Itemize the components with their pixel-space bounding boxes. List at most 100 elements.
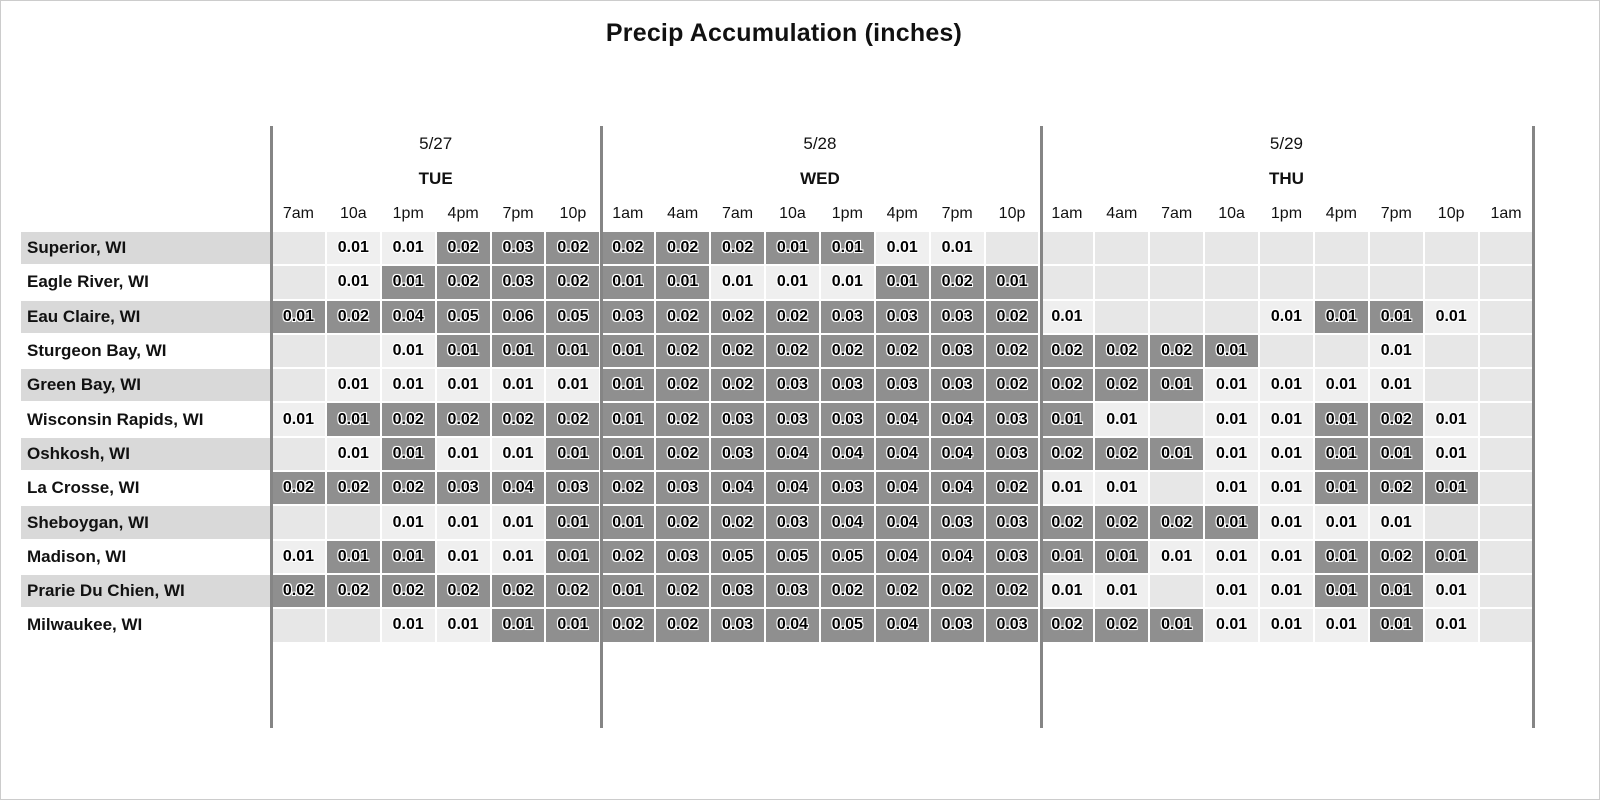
precip-cell: 0.04 xyxy=(765,608,820,643)
precip-cell: 0.01 xyxy=(1313,402,1369,437)
precip-cell: 0.02 xyxy=(655,608,711,643)
precip-cell: 0.01 xyxy=(1423,436,1479,472)
row-label: Milwaukee, WI xyxy=(21,608,271,643)
precip-cell: 0.01 xyxy=(435,539,491,574)
precip-cell: 0.03 xyxy=(929,505,985,540)
time-label: 4pm xyxy=(886,204,918,222)
precip-cell: 0.01 xyxy=(1204,573,1260,609)
separator-line xyxy=(1532,126,1535,728)
precip-cell: 0.01 xyxy=(1259,471,1314,506)
day-group-name: TUE xyxy=(418,169,453,188)
precip-cell: 0.04 xyxy=(765,436,820,472)
precip-cell: 0.03 xyxy=(710,436,766,472)
precip-cell: 0.04 xyxy=(929,539,985,574)
precip-cell xyxy=(1313,265,1369,300)
precip-cell: 0.02 xyxy=(271,573,326,609)
precip-cell: 0.01 xyxy=(1149,608,1205,643)
precip-cell xyxy=(1094,265,1150,300)
time-label: 7pm xyxy=(1380,204,1412,222)
precip-cell: 0.01 xyxy=(1149,539,1205,574)
precip-cell: 0.01 xyxy=(1039,539,1095,574)
precip-cell: 0.01 xyxy=(545,505,601,540)
precip-cell: 0.02 xyxy=(325,299,381,334)
precip-cell: 0.04 xyxy=(819,505,875,540)
precip-cell: 0.02 xyxy=(1094,608,1150,643)
day-group-date: 5/29 xyxy=(1269,134,1304,153)
precip-cell: 0.01 xyxy=(765,231,820,266)
precip-cell: 0.01 xyxy=(1259,436,1314,472)
precip-cell: 0.02 xyxy=(655,333,711,369)
precip-cell: 0.01 xyxy=(929,231,985,266)
precip-cell: 0.02 xyxy=(710,333,766,369)
time-label: 7am xyxy=(282,204,314,222)
precip-cell xyxy=(1423,265,1479,300)
precip-cell: 0.01 xyxy=(325,539,381,574)
precip-cell: 0.01 xyxy=(600,436,656,472)
precip-cell: 0.01 xyxy=(600,368,656,403)
precip-cell: 0.04 xyxy=(819,436,875,472)
precip-cell: 0.01 xyxy=(1368,333,1424,369)
precip-cell: 0.03 xyxy=(490,231,546,266)
day-group-date: 5/27 xyxy=(419,134,453,153)
precip-cell: 0.01 xyxy=(435,505,491,540)
precip-cell: 0.03 xyxy=(874,299,930,334)
precip-cell xyxy=(325,505,381,540)
precip-cell: 0.01 xyxy=(1313,368,1369,403)
row-label: Superior, WI xyxy=(21,231,271,266)
precip-cell: 0.03 xyxy=(929,368,985,403)
precip-cell xyxy=(1478,402,1534,437)
precip-cell xyxy=(325,608,381,643)
precip-cell: 0.01 xyxy=(380,231,436,266)
precip-cell: 0.01 xyxy=(600,333,656,369)
precip-cell: 0.01 xyxy=(380,265,436,300)
precip-cell: 0.04 xyxy=(765,471,820,506)
precip-cell: 0.02 xyxy=(545,265,601,300)
time-label: 4pm xyxy=(1325,204,1357,222)
precip-cell: 0.04 xyxy=(929,436,985,472)
precip-cell: 0.02 xyxy=(1039,368,1095,403)
precip-cell: 0.02 xyxy=(655,368,711,403)
precip-cell: 0.01 xyxy=(1423,573,1479,609)
row-label: Oshkosh, WI xyxy=(21,436,271,472)
precip-cell: 0.02 xyxy=(1149,333,1205,369)
precip-cell xyxy=(1149,573,1205,609)
precip-cell: 0.05 xyxy=(819,608,875,643)
precip-cell: 0.02 xyxy=(1039,436,1095,472)
precip-cell: 0.01 xyxy=(380,608,436,643)
precip-cell: 0.03 xyxy=(765,368,820,403)
precip-cell: 0.01 xyxy=(1423,402,1479,437)
separator-line xyxy=(1040,126,1043,728)
precip-cell: 0.03 xyxy=(819,368,875,403)
precip-cell: 0.01 xyxy=(1313,573,1369,609)
time-label: 10a xyxy=(1218,204,1245,222)
precip-cell: 0.03 xyxy=(710,573,766,609)
time-label: 7am xyxy=(1161,204,1193,222)
precip-cell: 0.01 xyxy=(1204,436,1260,472)
precip-cell: 0.03 xyxy=(984,436,1040,472)
precip-cell: 0.05 xyxy=(819,539,875,574)
precip-cell xyxy=(1259,231,1314,266)
precip-cell: 0.02 xyxy=(1094,436,1150,472)
time-label: 4am xyxy=(1106,204,1138,222)
precip-cell: 0.01 xyxy=(490,368,546,403)
precip-cell: 0.01 xyxy=(1259,608,1314,643)
precip-cell: 0.02 xyxy=(1368,539,1424,574)
precip-cell: 0.01 xyxy=(325,231,381,266)
precip-cell: 0.03 xyxy=(435,471,491,506)
precip-cell xyxy=(1478,471,1534,506)
precip-cell xyxy=(271,333,326,369)
precip-cell: 0.01 xyxy=(1149,436,1205,472)
time-label: 1am xyxy=(612,204,644,222)
precip-cell: 0.03 xyxy=(710,402,766,437)
precip-cell: 0.01 xyxy=(435,368,491,403)
precip-cell: 0.02 xyxy=(929,573,985,609)
precip-cell: 0.03 xyxy=(600,299,656,334)
precip-cell: 0.02 xyxy=(1368,471,1424,506)
precip-cell: 0.02 xyxy=(600,471,656,506)
precip-cell xyxy=(1039,265,1095,300)
precip-cell: 0.01 xyxy=(1259,299,1314,334)
precip-cell: 0.02 xyxy=(1039,505,1095,540)
precip-cell: 0.01 xyxy=(1259,505,1314,540)
precip-cell: 0.02 xyxy=(600,608,656,643)
